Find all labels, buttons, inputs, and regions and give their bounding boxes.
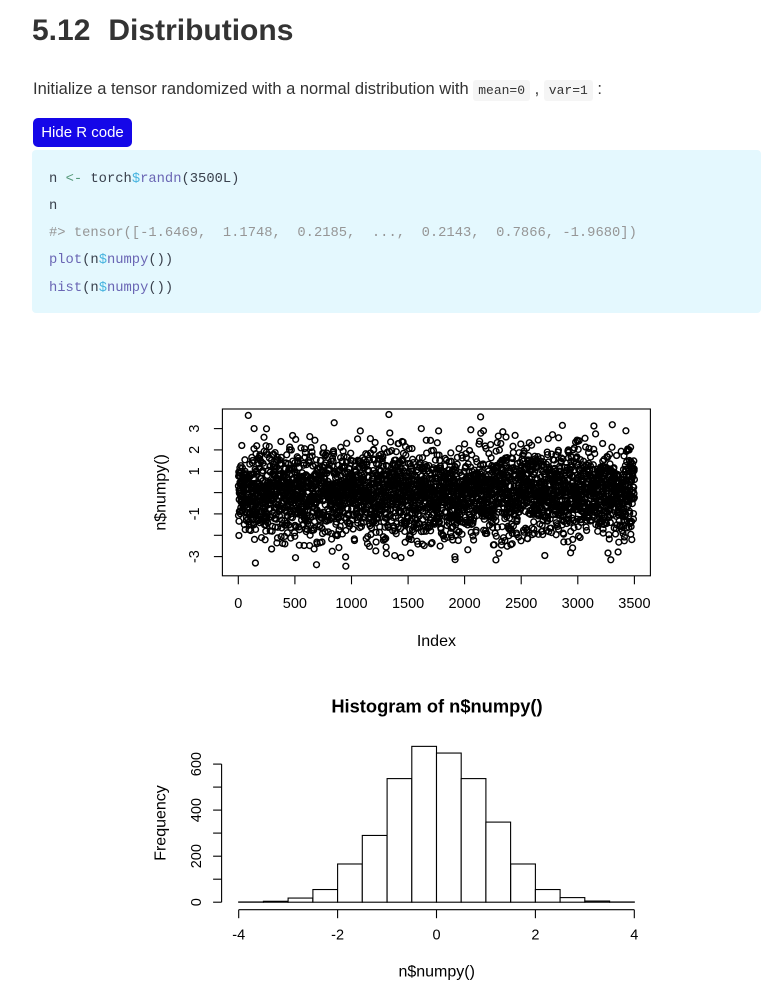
svg-text:0: 0 [189,898,205,906]
svg-text:n$numpy(): n$numpy() [153,454,170,530]
svg-text:2: 2 [531,928,539,944]
svg-text:Index: Index [417,633,456,650]
svg-text:-1: -1 [187,507,203,520]
svg-text:600: 600 [189,752,205,776]
svg-text:-3: -3 [187,550,203,563]
svg-text:4: 4 [630,928,638,944]
svg-text:500: 500 [283,596,307,612]
svg-text:0: 0 [234,596,242,612]
svg-text:n$numpy(): n$numpy() [398,964,474,981]
svg-text:3500: 3500 [618,596,650,612]
svg-text:3: 3 [187,425,203,433]
svg-text:1500: 1500 [392,596,424,612]
svg-text:3000: 3000 [562,596,594,612]
svg-text:200: 200 [189,844,205,868]
svg-text:1000: 1000 [335,596,367,612]
svg-text:2500: 2500 [505,596,537,612]
svg-text:400: 400 [189,798,205,822]
svg-text:0: 0 [432,928,440,944]
svg-text:Histogram of n$numpy(): Histogram of n$numpy() [331,695,542,716]
svg-text:-4: -4 [232,928,245,944]
svg-text:Frequency: Frequency [153,785,170,861]
svg-text:2000: 2000 [448,596,480,612]
svg-text:1: 1 [187,467,203,475]
svg-text:2: 2 [187,446,203,454]
svg-text:-2: -2 [331,928,344,944]
